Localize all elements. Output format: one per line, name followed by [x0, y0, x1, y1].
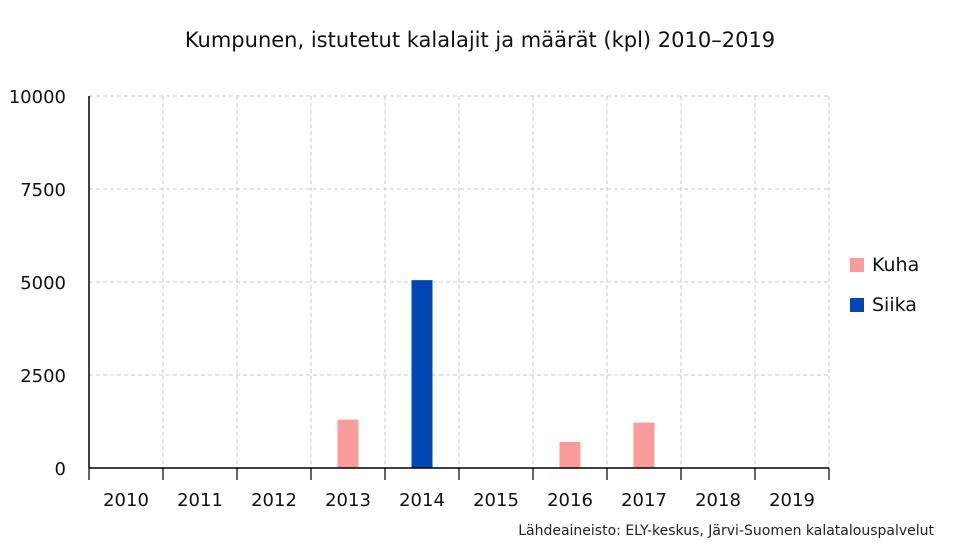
x-tick-label: 2018 — [695, 490, 741, 511]
bar-kuha — [559, 441, 581, 468]
chart-title: Kumpunen, istutetut kalalajit ja määrät … — [184, 28, 776, 52]
x-tick-label: 2011 — [177, 490, 223, 511]
x-tick-label: 2016 — [547, 490, 593, 511]
legend-label-kuha: Kuha — [872, 254, 920, 276]
legend-item-kuha: Kuha — [850, 245, 919, 285]
x-tick-label: 2013 — [325, 490, 371, 511]
bar-siika — [411, 280, 433, 468]
y-tick-label: 10000 — [9, 87, 66, 108]
x-tick-label: 2014 — [399, 490, 445, 511]
legend-label-siika: Siika — [872, 294, 917, 316]
source-note: Lähdeaineisto: ELY-keskus, Järvi-Suomen … — [518, 523, 934, 539]
x-tick-label: 2019 — [769, 490, 815, 511]
x-tick-label: 2012 — [251, 490, 297, 511]
bar-kuha — [633, 422, 655, 468]
legend-swatch-kuha — [850, 258, 864, 272]
legend: Kuha Siika — [850, 245, 919, 325]
legend-swatch-siika — [850, 298, 864, 312]
y-tick-label: 7500 — [20, 180, 66, 201]
y-tick-label: 5000 — [20, 273, 66, 294]
y-tick-label: 2500 — [20, 366, 66, 387]
y-tick-label: 0 — [55, 459, 66, 480]
legend-item-siika: Siika — [850, 285, 919, 325]
x-tick-label: 2015 — [473, 490, 519, 511]
bar-kuha — [337, 419, 359, 468]
x-tick-label: 2017 — [621, 490, 667, 511]
x-tick-label: 2010 — [103, 490, 149, 511]
